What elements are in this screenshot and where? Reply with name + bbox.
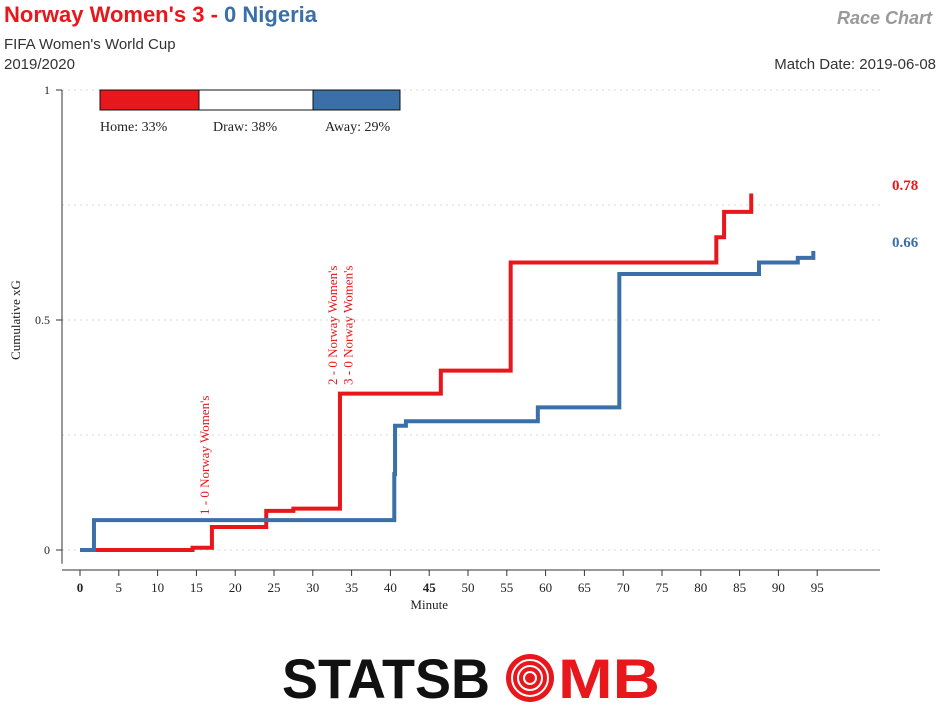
x-tick-label: 85 [733,580,746,595]
x-tick-label: 60 [539,580,552,595]
x-tick-label: 20 [229,580,242,595]
statsbomb-logo: STATSB MB [282,647,660,710]
goal-annotation: 2 - 0 Norway Women's [325,266,340,385]
probability-label: Draw: 38% [213,120,277,135]
probability-label: Home: 33% [100,120,168,135]
chart-type-label: Race Chart [836,8,932,28]
x-tick-label: 90 [772,580,785,595]
x-tick-label: 25 [268,580,281,595]
x-tick-label: 5 [116,580,123,595]
x-tick-label: 45 [423,580,437,595]
x-tick-label: 10 [151,580,164,595]
y-tick-label: 0.5 [35,313,50,327]
x-tick-label: 95 [811,580,824,595]
x-tick-label: 65 [578,580,591,595]
x-tick-label: 75 [656,580,669,595]
away-team-name: Nigeria [242,2,318,27]
away-score: 0 [224,2,237,27]
x-tick-label: 30 [306,580,319,595]
competition-name: FIFA Women's World Cup [4,36,176,53]
probability-segment [312,89,401,111]
x-tick-label: 15 [190,580,203,595]
away-final-xg-label: 0.66 [892,235,919,251]
match-date: Match Date: 2019-06-08 [774,56,936,73]
match-title: Norway Women's 3 - 0 Nigeria [4,2,317,28]
away-xg-line [80,251,816,552]
target-icon [506,654,554,702]
logo-text-statsb: STATSB [282,647,490,710]
x-tick-label: 80 [694,580,707,595]
x-tick-label: 55 [500,580,513,595]
score-separator: - [210,2,218,27]
x-tick-label: 35 [345,580,358,595]
y-axis-label: Cumulative xG [8,280,23,360]
x-tick-label: 40 [384,580,397,595]
goal-annotation: 1 - 0 Norway Women's [197,396,212,515]
race-chart: 0 0.5 1 Cumulative xG 0 5 10 15 20 25 30 35 40 45 50 55… [8,83,919,612]
y-tick-label: 0 [44,543,50,557]
home-xg-line [80,193,754,552]
x-tick-label: 50 [462,580,475,595]
probability-segment [99,89,200,111]
probability-segment [198,89,314,111]
season: 2019/2020 [4,56,75,73]
home-team-name: Norway Women's [4,2,187,27]
home-score: 3 [192,2,205,27]
x-tick-label: 70 [617,580,630,595]
probability-label: Away: 29% [325,120,391,135]
logo-text-mb: MB [558,647,660,710]
y-tick-label: 1 [44,83,50,97]
x-tick-label: 0 [77,580,84,595]
x-axis-label: Minute [410,597,448,612]
goal-annotation: 3 - 0 Norway Women's [340,266,355,385]
home-final-xg-label: 0.78 [892,178,918,194]
